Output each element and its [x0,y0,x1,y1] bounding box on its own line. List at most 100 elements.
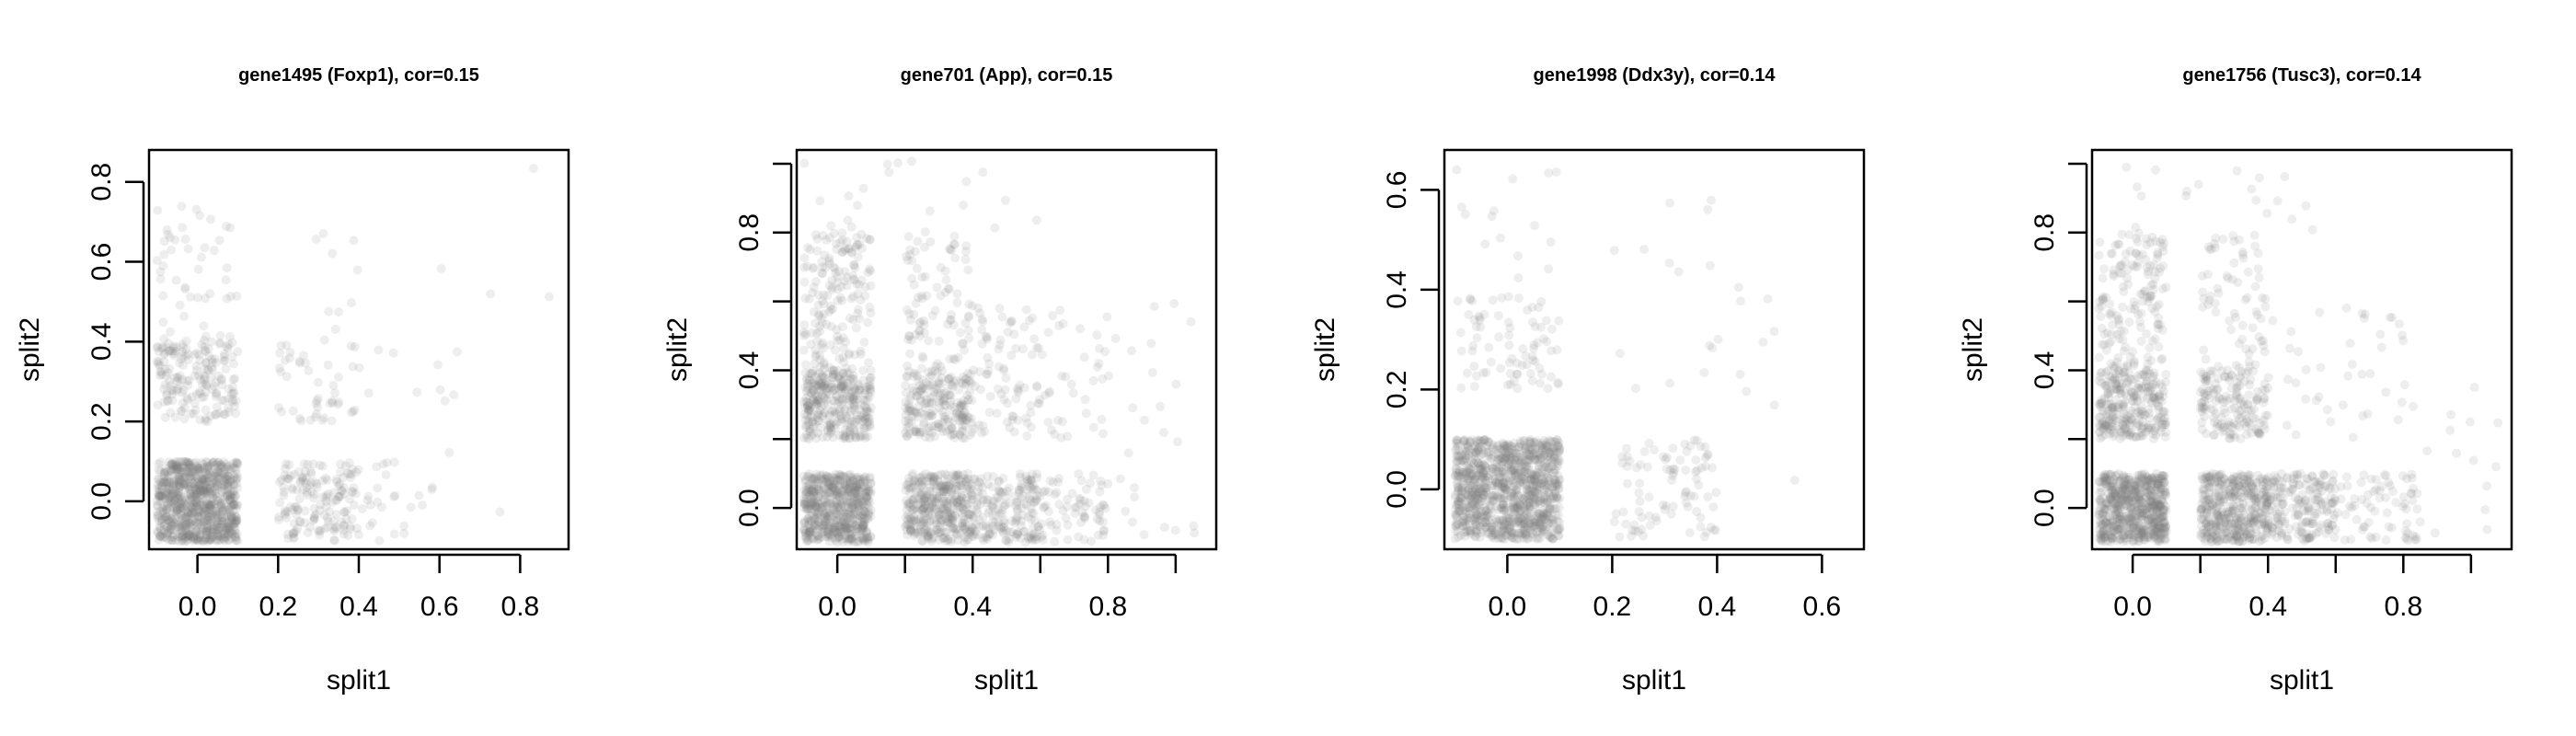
data-point [205,500,215,511]
data-point [195,465,205,475]
data-point [193,534,202,544]
data-point [1026,400,1036,410]
data-point [181,532,191,542]
x-tick-label: 0.8 [501,592,540,622]
data-point [186,470,196,480]
data-point [330,324,340,334]
data-point [222,490,232,500]
data-point [200,514,210,524]
data-point [329,535,339,546]
data-point [231,516,241,526]
data-point [1005,527,1015,537]
data-point [287,485,297,495]
data-point [330,495,340,505]
data-point [193,264,203,274]
data-point [920,508,930,517]
data-point [228,359,238,369]
data-point [1158,428,1168,438]
data-point [912,263,922,273]
x-tick-label: 0.2 [1593,592,1632,622]
data-point [188,533,198,543]
data-point [172,493,182,503]
data-point [207,512,217,522]
data-point [167,499,177,509]
data-point [155,525,166,535]
data-point [164,491,174,501]
data-point [219,468,229,478]
data-point [188,516,197,526]
data-point [207,498,217,508]
data-point [183,457,193,467]
data-point [203,470,213,480]
data-point [196,500,205,510]
data-point [206,489,216,500]
data-point [209,523,218,534]
y-axis-label: split2 [15,317,45,382]
data-point [207,354,216,364]
data-point [1476,449,1486,459]
data-point [204,535,214,545]
data-point [163,488,172,498]
data-point [330,522,340,532]
data-point [1769,400,1779,410]
data-point [161,490,171,500]
data-point [828,304,838,314]
data-point [1075,500,1085,509]
data-point [807,328,817,338]
data-point [171,456,181,466]
data-point [848,394,858,404]
data-point [169,495,179,505]
data-point [334,491,344,501]
data-point [182,499,192,509]
data-point [155,516,165,526]
data-point [299,459,309,469]
data-point [159,477,169,488]
data-point [932,481,942,491]
data-point [171,465,181,475]
data-point [305,522,315,532]
chart-panel-3: gene1998 (Ddx3y), cor=0.140.0 0.2 0.4 0.6sp… [1310,65,1866,696]
data-point [1470,501,1480,512]
data-point [1070,509,1080,518]
data-point [181,473,191,483]
data-point [232,478,242,489]
data-point [1488,295,1498,305]
data-point [321,496,331,506]
data-point [167,535,178,546]
data-point [863,268,873,278]
data-point [808,385,818,396]
data-point [221,525,231,535]
data-point [1052,525,1062,535]
data-point [812,234,822,244]
data-point [1079,352,1089,362]
data-point [1513,293,1524,303]
data-point [169,495,179,505]
data-point [206,500,216,511]
data-point [214,461,224,471]
data-point [155,490,165,500]
data-point [201,530,212,540]
data-point [349,483,359,493]
data-point [199,467,209,477]
data-point [992,408,1002,419]
data-point [155,532,166,541]
data-point [190,466,200,477]
data-point [1076,476,1087,486]
data-point [283,534,293,544]
data-point [1707,195,1716,205]
data-point [153,507,163,517]
data-point [204,525,214,535]
data-point [224,471,234,481]
data-point [178,492,189,502]
data-point [193,519,203,529]
data-point [1058,506,1068,515]
data-point [337,486,347,496]
data-point [207,523,216,534]
data-point [214,236,224,246]
data-point [157,370,167,380]
data-point [1525,519,1535,529]
data-point [202,523,213,534]
data-point [161,533,171,543]
data-point [214,523,224,534]
data-point [159,477,169,487]
